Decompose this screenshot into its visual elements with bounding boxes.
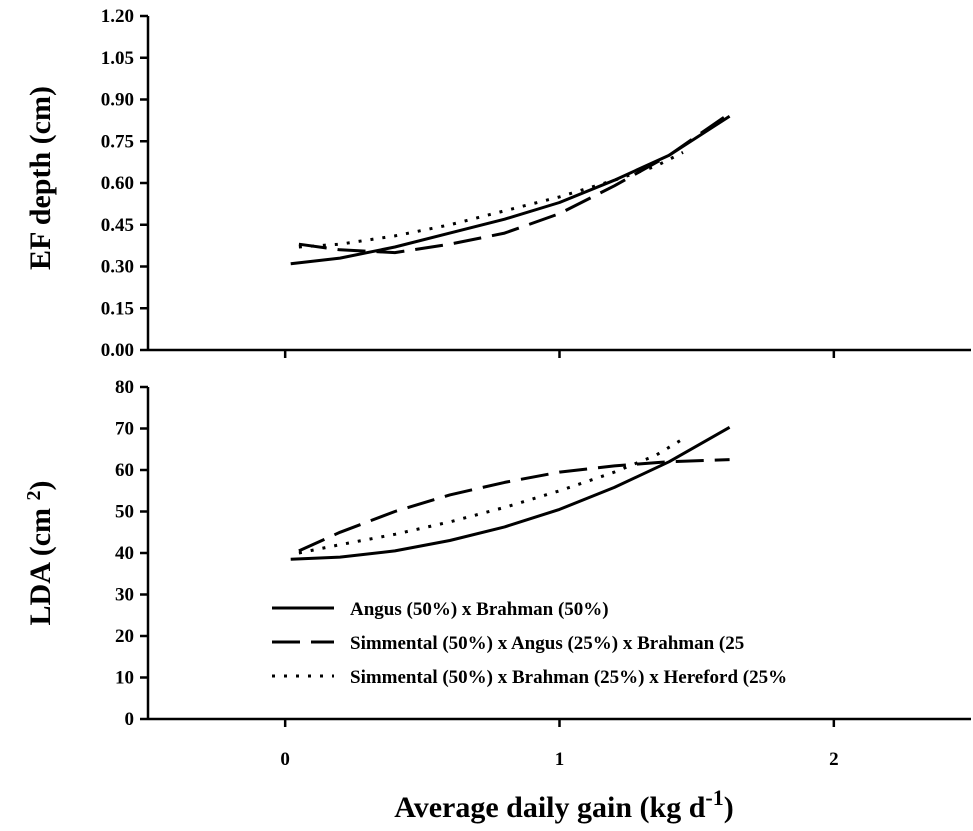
y-tick-label-lda: 50: [115, 502, 134, 523]
y-tick-label-lda: 20: [115, 626, 134, 647]
panel-lda: 0 10 20 30 40 50 60 70 80 0 1 2: [115, 377, 971, 770]
series-line-lda-1: [290, 425, 731, 561]
y-tick-label-lda: 80: [115, 377, 134, 398]
y-axis-title-lda-tail: ): [24, 481, 57, 491]
y-tick-label-lda: 40: [115, 543, 134, 564]
y-axis-title-lda-sup: 2: [23, 491, 45, 501]
y-tick-label-ef: 0.00: [101, 340, 134, 361]
x-axis-title-tail: ): [724, 791, 734, 824]
legend-label-1: Angus (50%) x Brahman (50%): [350, 599, 609, 620]
y-axis-title-lda-main: LDA (cm: [24, 501, 57, 626]
y-tick-label-ef: 0.90: [101, 90, 134, 111]
y-tick-label-lda: 70: [115, 419, 134, 440]
x-tick-label: 0: [280, 749, 290, 770]
y-tick-label-lda: 60: [115, 460, 134, 481]
panel-ef-depth: 0.00 0.15 0.30 0.45 0.60 0.75 0.90 1.05 1.20: [101, 6, 971, 361]
legend-label-3: Simmental (50%) x Brahman (25%) x Herefo…: [350, 667, 787, 688]
y-tick-label-ef: 0.60: [101, 173, 134, 194]
y-axis-title-ef-depth: EF depth (cm): [24, 86, 57, 270]
x-tick-label: 1: [555, 749, 565, 770]
y-tick-label-ef: 0.45: [101, 215, 134, 236]
y-tick-label-lda: 30: [115, 585, 134, 606]
series-line-ef-2: [298, 112, 731, 255]
y-tick-label-ef: 0.30: [101, 257, 134, 278]
y-tick-label-ef: 1.20: [101, 6, 134, 27]
y-tick-label-ef: 1.05: [101, 48, 134, 69]
legend-label-2: Simmental (50%) x Angus (25%) x Brahman …: [350, 633, 744, 654]
legend: Angus (50%) x Brahman (50%) Simmental (50…: [272, 599, 787, 688]
x-axis-title-main: Average daily gain (kg d: [394, 791, 705, 824]
x-axis-title-sup: -1: [705, 785, 723, 810]
y-tick-label-ef: 0.75: [101, 131, 134, 152]
x-tick-label: 2: [829, 749, 839, 770]
series-line-lda-3: [298, 437, 684, 555]
y-tick-label-lda: 10: [115, 668, 134, 689]
y-tick-label-lda: 0: [125, 709, 135, 730]
series-line-ef-3: [298, 151, 684, 249]
y-tick-label-ef: 0.15: [101, 298, 134, 319]
y-axis-title-lda: LDA (cm 2): [23, 481, 57, 626]
series-line-ef-1: [290, 114, 731, 266]
series-line-lda-2: [298, 458, 730, 553]
x-axis-title: Average daily gain (kg d-1): [394, 785, 733, 824]
